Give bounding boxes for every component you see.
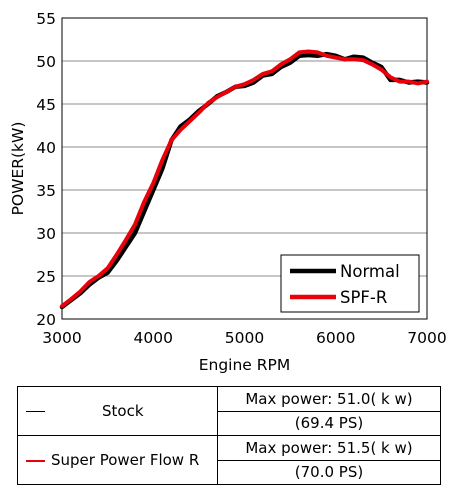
y-tick-30: 30 bbox=[36, 225, 56, 243]
y-tick-25: 25 bbox=[36, 268, 56, 286]
x-tick-labels: 3000 4000 5000 6000 7000 bbox=[42, 329, 446, 347]
y-tick-35: 35 bbox=[36, 182, 56, 200]
y-tick-40: 40 bbox=[36, 139, 56, 157]
stock-max-power: Max power: 51.0( k w) bbox=[217, 386, 441, 412]
spec-table: Stock Max power: 51.0( k w) (69.4 PS) Su… bbox=[17, 386, 441, 485]
spfr-ps: (70.0 PS) bbox=[217, 459, 441, 485]
spfr-name-cell: Super Power Flow R bbox=[17, 435, 218, 485]
x-tick-4000: 4000 bbox=[134, 329, 173, 347]
stock-name: Stock bbox=[102, 402, 144, 420]
y-tick-45: 45 bbox=[36, 96, 56, 114]
spfr-swatch bbox=[26, 460, 45, 462]
x-tick-7000: 7000 bbox=[407, 329, 446, 347]
series-line-spf-r bbox=[60, 49, 429, 309]
y-tick-55: 55 bbox=[36, 10, 56, 28]
y-axis-label: POWER(kW) bbox=[9, 122, 27, 216]
y-tick-50: 50 bbox=[36, 53, 56, 71]
x-tick-3000: 3000 bbox=[42, 329, 81, 347]
x-axis-label: Engine RPM bbox=[199, 356, 291, 374]
stock-name-cell: Stock bbox=[17, 386, 218, 436]
legend: Normal SPF-R bbox=[280, 254, 420, 313]
spfr-name: Super Power Flow R bbox=[51, 451, 200, 469]
legend-label-normal: Normal bbox=[340, 262, 400, 281]
table-row-stock: Stock Max power: 51.0( k w) bbox=[17, 386, 441, 436]
stock-ps: (69.4 PS) bbox=[217, 410, 441, 436]
x-tick-5000: 5000 bbox=[225, 329, 264, 347]
gridlines bbox=[62, 60, 427, 277]
legend-box bbox=[280, 254, 420, 313]
spfr-max-power: Max power: 51.5( k w) bbox=[217, 435, 441, 461]
table-row-spfr: Super Power Flow R Max power: 51.5( k w) bbox=[17, 435, 441, 485]
stock-swatch bbox=[26, 411, 45, 412]
power-chart: 20 25 30 35 40 45 50 55 3000 4000 5000 6000 7000 En… bbox=[9, 10, 447, 374]
y-tick-20: 20 bbox=[36, 311, 56, 329]
x-tick-6000: 6000 bbox=[316, 329, 355, 347]
plot-frame bbox=[61, 17, 428, 320]
table-row-spfr-ps: (70.0 PS) bbox=[18, 459, 441, 485]
legend-label-spf-r: SPF-R bbox=[340, 288, 387, 307]
y-tick-labels: 20 25 30 35 40 45 50 55 bbox=[36, 10, 56, 329]
series-lines bbox=[59, 49, 430, 310]
